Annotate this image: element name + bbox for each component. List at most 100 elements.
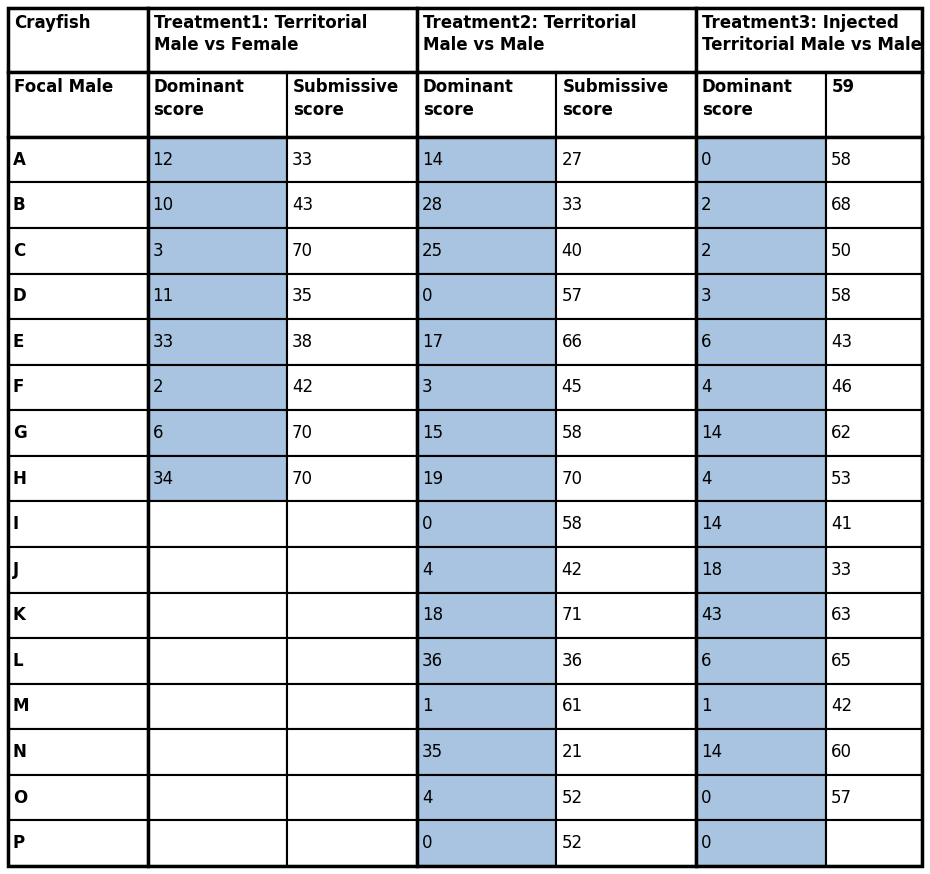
Text: L: L: [13, 652, 23, 669]
Bar: [8, 729, 148, 775]
Text: O: O: [13, 788, 27, 807]
Bar: [696, 183, 826, 228]
Text: 25: 25: [422, 242, 443, 260]
Text: 33: 33: [292, 150, 313, 169]
Text: 70: 70: [292, 242, 313, 260]
Text: 50: 50: [830, 242, 852, 260]
Text: 42: 42: [292, 378, 313, 397]
Bar: [696, 137, 826, 183]
Bar: [417, 274, 556, 319]
Bar: [556, 274, 696, 319]
Bar: [8, 821, 148, 866]
Text: 61: 61: [562, 697, 582, 716]
Bar: [556, 364, 696, 410]
Text: 2: 2: [701, 196, 711, 214]
Text: 14: 14: [701, 424, 722, 442]
Text: 4: 4: [422, 561, 432, 579]
Text: Submissive
score: Submissive score: [293, 79, 399, 119]
Text: 27: 27: [562, 150, 582, 169]
Bar: [417, 502, 556, 547]
Text: I: I: [13, 515, 20, 533]
Text: 14: 14: [422, 150, 443, 169]
Bar: [556, 821, 696, 866]
Text: 36: 36: [562, 652, 582, 669]
Bar: [826, 502, 922, 547]
Text: 38: 38: [292, 333, 313, 350]
Bar: [148, 502, 287, 547]
Text: 1: 1: [422, 697, 432, 716]
Bar: [417, 683, 556, 729]
Bar: [8, 502, 148, 547]
Bar: [287, 593, 417, 638]
Text: 41: 41: [830, 515, 852, 533]
Text: 36: 36: [422, 652, 443, 669]
Bar: [826, 729, 922, 775]
Text: P: P: [13, 834, 25, 852]
Bar: [826, 274, 922, 319]
Bar: [148, 274, 287, 319]
Bar: [148, 729, 287, 775]
Bar: [8, 410, 148, 456]
Bar: [826, 775, 922, 821]
Bar: [287, 683, 417, 729]
Text: Treatment3: Injected
Territorial Male vs Male: Treatment3: Injected Territorial Male vs…: [702, 14, 922, 54]
Text: 3: 3: [422, 378, 432, 397]
Text: 58: 58: [830, 288, 852, 305]
Bar: [826, 183, 922, 228]
Bar: [287, 410, 417, 456]
Text: 52: 52: [562, 788, 582, 807]
Bar: [417, 319, 556, 364]
Text: 18: 18: [422, 607, 443, 624]
Text: 0: 0: [422, 834, 432, 852]
Bar: [148, 593, 287, 638]
Bar: [826, 638, 922, 683]
Text: D: D: [13, 288, 27, 305]
Bar: [8, 228, 148, 274]
Bar: [556, 502, 696, 547]
Text: G: G: [13, 424, 27, 442]
Bar: [826, 319, 922, 364]
Bar: [148, 547, 287, 593]
Bar: [696, 73, 826, 137]
Text: 0: 0: [701, 834, 711, 852]
Text: 58: 58: [830, 150, 852, 169]
Bar: [287, 319, 417, 364]
Bar: [417, 547, 556, 593]
Bar: [148, 8, 417, 73]
Bar: [556, 775, 696, 821]
Bar: [287, 638, 417, 683]
Bar: [8, 456, 148, 502]
Text: 45: 45: [562, 378, 582, 397]
Text: M: M: [13, 697, 30, 716]
Bar: [556, 410, 696, 456]
Bar: [417, 638, 556, 683]
Bar: [8, 638, 148, 683]
Bar: [826, 821, 922, 866]
Text: 58: 58: [562, 424, 582, 442]
Bar: [8, 319, 148, 364]
Bar: [696, 456, 826, 502]
Text: A: A: [13, 150, 26, 169]
Bar: [287, 456, 417, 502]
Bar: [8, 775, 148, 821]
Bar: [556, 183, 696, 228]
Bar: [696, 593, 826, 638]
Bar: [287, 547, 417, 593]
Bar: [826, 547, 922, 593]
Bar: [826, 137, 922, 183]
Bar: [556, 73, 696, 137]
Bar: [417, 228, 556, 274]
Bar: [148, 638, 287, 683]
Bar: [287, 502, 417, 547]
Text: B: B: [13, 196, 26, 214]
Text: Dominant
score: Dominant score: [153, 79, 245, 119]
Text: 57: 57: [562, 288, 582, 305]
Bar: [696, 547, 826, 593]
Bar: [826, 410, 922, 456]
Bar: [417, 410, 556, 456]
Bar: [148, 775, 287, 821]
Bar: [556, 228, 696, 274]
Bar: [696, 638, 826, 683]
Bar: [148, 73, 287, 137]
Bar: [287, 729, 417, 775]
